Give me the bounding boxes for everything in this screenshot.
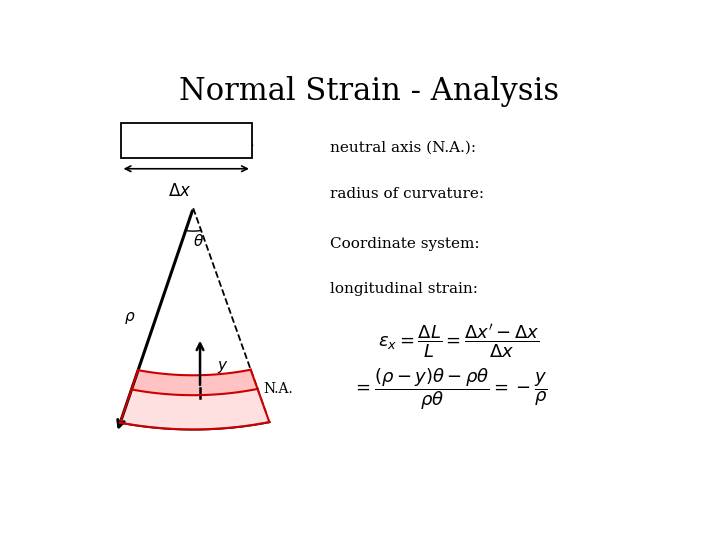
Text: radius of curvature:: radius of curvature:	[330, 187, 484, 201]
Text: N.A.: N.A.	[263, 382, 293, 396]
Text: $\varepsilon_x = \dfrac{\Delta L}{L} = \dfrac{\Delta x' - \Delta x}{\Delta x}$: $\varepsilon_x = \dfrac{\Delta L}{L} = \…	[377, 322, 539, 360]
Text: $= \dfrac{(\rho - y)\theta - \rho\theta}{\rho\theta} = -\dfrac{y}{\rho}$: $= \dfrac{(\rho - y)\theta - \rho\theta}…	[352, 366, 548, 412]
Text: $\rho$: $\rho$	[124, 310, 135, 327]
Text: $\theta$: $\theta$	[194, 233, 204, 249]
Text: Coordinate system:: Coordinate system:	[330, 237, 480, 251]
Text: $\Delta x$: $\Delta x$	[168, 183, 192, 200]
Polygon shape	[120, 389, 269, 429]
Text: Normal Strain - Analysis: Normal Strain - Analysis	[179, 76, 559, 107]
Bar	[121, 123, 252, 158]
Polygon shape	[132, 370, 258, 395]
Text: longitudinal strain:: longitudinal strain:	[330, 282, 478, 296]
Text: $y$: $y$	[217, 359, 228, 375]
Text: neutral axis (N.A.):: neutral axis (N.A.):	[330, 141, 476, 155]
